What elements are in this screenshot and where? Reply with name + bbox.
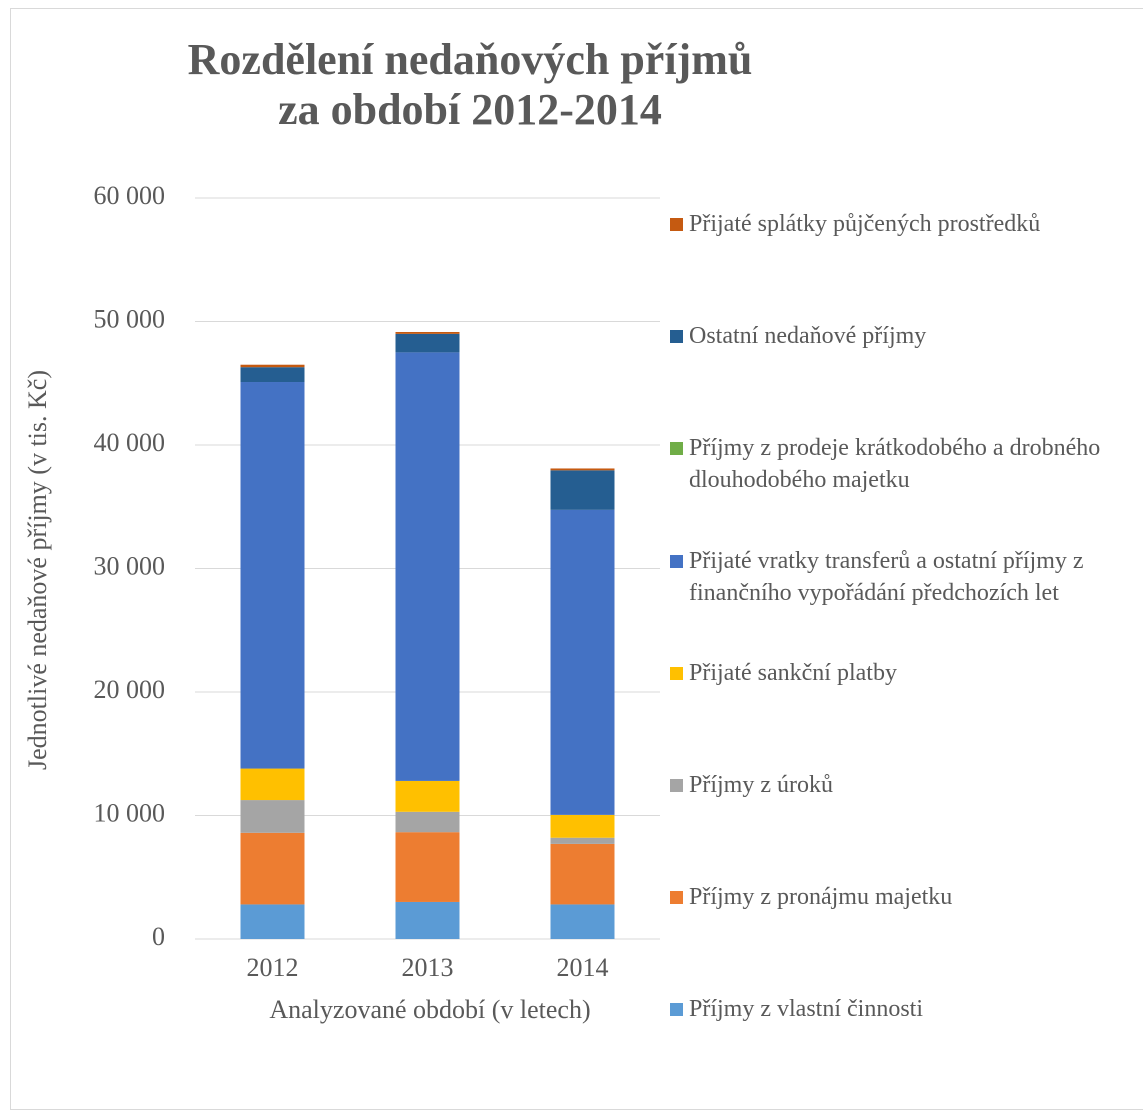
y-axis-label: Jednotlivé nedaňové příjmy (v tis. Kč) [23,370,52,770]
legend-item: Příjmy z vlastní činnosti [670,993,1140,1025]
chart-title: Rozdělení nedaňových příjmů za období 201… [188,35,753,134]
y-tick-label: 10 000 [94,798,166,827]
legend-item: Přijaté vratky transferů a ostatní příjm… [670,545,1140,609]
bar-segment [240,364,305,368]
x-tick-label: 2012 [247,953,299,982]
bar-segment [550,470,615,510]
legend-swatch [670,891,683,905]
bar-segment [395,780,460,812]
bar-segment [550,814,615,838]
legend-label: Příjmy z úroků [689,772,833,798]
bar-segment [240,904,305,939]
legend-item: Přijaté sankční platby [670,657,1140,689]
bar-segment [240,832,305,905]
y-tick-label: 60 000 [94,181,166,210]
legend-swatch [670,779,683,792]
y-tick-label: 40 000 [94,428,166,457]
bar-segment [240,367,305,383]
y-tick-label: 20 000 [94,675,166,704]
bar-segment [550,468,615,471]
legend-item: Příjmy z úroků [670,769,1140,801]
y-tick-label: 0 [152,922,165,951]
legend-swatch [670,218,683,231]
bar-segment [240,382,305,769]
bar-segment [240,768,305,801]
y-tick-label: 50 000 [94,304,166,333]
bar-segment [395,811,460,833]
legend-label: Příjmy z prodeje krátkodobého a drobného… [689,435,1101,494]
legend-item: Příjmy z pronájmu majetku [670,881,1140,913]
x-axis-label: Analyzované období (v letech) [269,995,590,1024]
x-tick-label: 2014 [557,953,609,982]
bar-segment [395,832,460,902]
bar-segment [550,509,615,815]
legend-label: Přijaté vratky transferů a ostatní příjm… [689,547,1084,606]
legend-item: Příjmy z prodeje krátkodobého a drobného… [670,432,1140,496]
bar-segment [550,843,615,905]
legend-swatch [670,666,683,680]
x-tick-label: 2013 [402,953,454,982]
bar-segment [240,800,305,833]
bar-segment [395,331,460,334]
bar-segment [550,837,615,844]
legend-swatch [670,554,683,568]
bar-segment [395,333,460,353]
legend-item: Ostatní nedaňové příjmy [670,320,1140,352]
legend-swatch [670,330,683,344]
legend-swatch [670,442,683,456]
legend-label: Přijaté splátky půjčených prostředků [689,211,1041,237]
legend-swatch [670,1003,683,1017]
bar-segment [395,901,460,939]
y-tick-label: 30 000 [94,551,166,580]
legend-label: Příjmy z vlastní činnosti [689,996,923,1023]
bar-segment [395,352,460,781]
legend-label: Ostatní nedaňové příjmy [689,323,927,350]
bar-segment [550,904,615,939]
legend-label: Příjmy z pronájmu majetku [689,884,953,911]
legend-label: Přijaté sankční platby [689,659,897,686]
legend-item: Přijaté splátky půjčených prostředků [670,208,1140,240]
